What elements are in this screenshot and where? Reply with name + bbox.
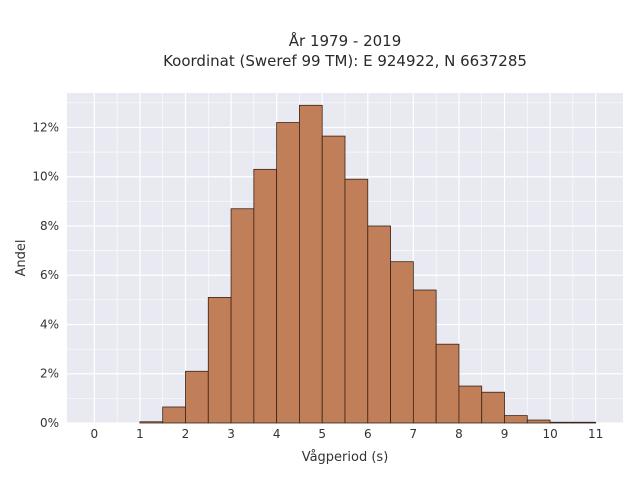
x-tick-label: 0 bbox=[91, 427, 99, 441]
x-tick-label: 5 bbox=[318, 427, 326, 441]
chart-title: År 1979 - 2019 bbox=[289, 31, 402, 50]
histogram-bar bbox=[185, 370, 209, 424]
histogram-bar bbox=[230, 208, 255, 424]
histogram-bar bbox=[162, 406, 186, 424]
histogram-bar bbox=[458, 385, 483, 424]
x-tick-label: 6 bbox=[364, 427, 372, 441]
x-axis-label: Vågperiod (s) bbox=[302, 450, 389, 465]
plot-area: 0 1 2 3 4 5 6 7 8 9 10 11 0% 2% 4% 6% 8% 10% 12% bbox=[32, 93, 623, 441]
histogram-bar bbox=[299, 104, 323, 424]
histogram-bar bbox=[253, 168, 278, 424]
histogram-bar bbox=[504, 415, 528, 424]
x-tick-label: 10 bbox=[542, 427, 557, 441]
x-tick-label: 1 bbox=[136, 427, 144, 441]
y-tick-label: 2% bbox=[40, 367, 59, 381]
chart-subtitle: Koordinat (Sweref 99 TM): E 924922, N 66… bbox=[163, 52, 527, 70]
histogram-bar bbox=[344, 178, 369, 424]
histogram-bar bbox=[139, 421, 164, 424]
histogram-bar bbox=[276, 122, 300, 424]
histogram-bar bbox=[549, 421, 574, 424]
histogram-bar bbox=[321, 135, 346, 424]
x-tick-label: 11 bbox=[588, 427, 603, 441]
x-tick-label: 8 bbox=[455, 427, 463, 441]
y-tick-label: 8% bbox=[40, 219, 59, 233]
x-tick-label: 2 bbox=[182, 427, 190, 441]
histogram-bar bbox=[526, 419, 551, 424]
x-tick-label: 7 bbox=[410, 427, 418, 441]
y-tick-label: 4% bbox=[40, 317, 59, 331]
histogram-bar bbox=[367, 225, 391, 424]
histogram-bar bbox=[390, 261, 414, 424]
x-tick-label: 3 bbox=[227, 427, 235, 441]
x-tick-label: 4 bbox=[273, 427, 281, 441]
y-tick-label: 0% bbox=[40, 416, 59, 430]
y-tick-label: 6% bbox=[40, 268, 59, 282]
histogram-bar bbox=[572, 421, 597, 424]
x-tick-label: 9 bbox=[501, 427, 509, 441]
y-tick-label: 10% bbox=[32, 170, 59, 184]
y-axis-label: Andel bbox=[14, 240, 29, 277]
histogram-bar bbox=[481, 391, 505, 424]
histogram-bar bbox=[412, 289, 437, 424]
histogram-bar bbox=[435, 343, 460, 424]
histogram-bar bbox=[207, 297, 232, 424]
y-tick-label: 12% bbox=[32, 120, 59, 134]
